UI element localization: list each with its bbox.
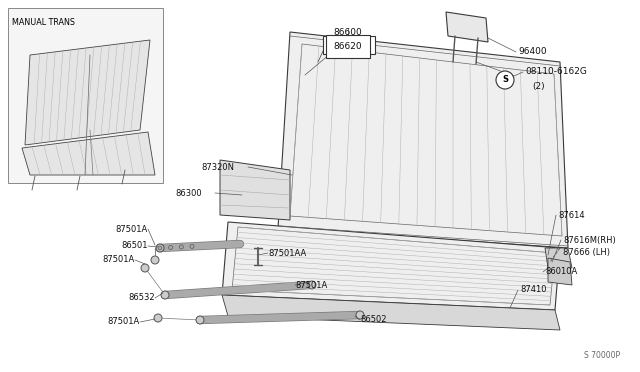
- Text: 86532: 86532: [129, 294, 155, 302]
- Text: MANUAL TRANS: MANUAL TRANS: [12, 18, 75, 27]
- Text: 87410: 87410: [520, 285, 547, 295]
- Text: 87501A: 87501A: [103, 256, 135, 264]
- Circle shape: [141, 264, 149, 272]
- Text: S: S: [502, 76, 508, 84]
- Text: 87501A: 87501A: [108, 317, 140, 327]
- Circle shape: [179, 245, 183, 249]
- Polygon shape: [232, 227, 555, 305]
- Text: 87501A: 87501A: [116, 224, 148, 234]
- Text: 87501A: 87501A: [295, 280, 327, 289]
- Text: (2): (2): [532, 81, 545, 90]
- Text: 87666 (LH): 87666 (LH): [563, 248, 610, 257]
- Polygon shape: [545, 248, 572, 268]
- Text: 86620: 86620: [333, 42, 362, 51]
- Circle shape: [169, 246, 173, 250]
- Polygon shape: [290, 44, 562, 236]
- Circle shape: [196, 316, 204, 324]
- Text: 87501AA: 87501AA: [268, 248, 307, 257]
- Circle shape: [496, 71, 514, 89]
- Circle shape: [161, 291, 169, 299]
- Polygon shape: [222, 295, 560, 330]
- Text: 86010A: 86010A: [545, 267, 577, 276]
- Text: 87616M(RH): 87616M(RH): [563, 235, 616, 244]
- Text: 86501: 86501: [122, 241, 148, 250]
- Polygon shape: [446, 12, 488, 42]
- Text: 87320N: 87320N: [201, 163, 234, 171]
- Text: S 70000P: S 70000P: [584, 351, 620, 360]
- Polygon shape: [22, 132, 155, 175]
- Circle shape: [356, 311, 364, 319]
- Polygon shape: [278, 32, 568, 248]
- Polygon shape: [25, 40, 150, 145]
- Text: 08110-6162G: 08110-6162G: [525, 67, 587, 77]
- Circle shape: [156, 244, 164, 252]
- FancyBboxPatch shape: [323, 36, 375, 54]
- Text: 86600: 86600: [333, 28, 362, 37]
- Circle shape: [158, 246, 162, 250]
- Polygon shape: [220, 160, 290, 220]
- FancyBboxPatch shape: [8, 8, 163, 183]
- Text: 86502: 86502: [360, 315, 387, 324]
- Circle shape: [308, 281, 316, 289]
- Polygon shape: [548, 258, 572, 285]
- Text: 87614: 87614: [558, 211, 584, 219]
- Polygon shape: [222, 222, 560, 310]
- Circle shape: [190, 244, 194, 248]
- Text: 96400: 96400: [518, 48, 547, 57]
- Circle shape: [154, 314, 162, 322]
- Circle shape: [151, 256, 159, 264]
- Text: 86300: 86300: [175, 189, 202, 198]
